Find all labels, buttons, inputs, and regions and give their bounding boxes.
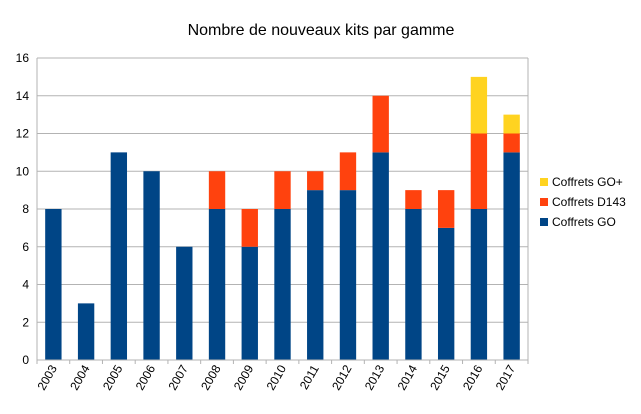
x-tick-label: 2014 (395, 362, 421, 392)
bar-segment (405, 190, 422, 209)
x-tick-label: 2003 (34, 362, 60, 392)
x-tick-label: 2013 (362, 362, 388, 392)
x-tick-label: 2005 (100, 362, 126, 392)
bars (45, 76, 520, 360)
bar-segment (307, 190, 324, 360)
bar-segment (503, 152, 520, 360)
y-tick-label: 12 (16, 127, 30, 141)
y-tick-label: 16 (16, 51, 30, 65)
bar-segment (372, 95, 389, 153)
y-tick-label: 14 (16, 89, 30, 103)
x-tick-label: 2016 (460, 362, 486, 392)
x-tick-label: 2009 (231, 362, 257, 392)
bar-segment (437, 227, 455, 360)
bar-segment (274, 209, 291, 360)
y-tick-label: 6 (22, 240, 29, 254)
bar-segment (241, 246, 258, 360)
legend-label: Coffrets GO (552, 215, 616, 229)
y-tick-label: 8 (22, 202, 29, 216)
x-tick-label: 2004 (67, 362, 93, 392)
x-tick-label: 2010 (264, 362, 290, 392)
legend-label: Coffrets D143 (552, 195, 626, 209)
x-tick-label: 2017 (493, 362, 519, 392)
y-tick-label: 2 (22, 315, 29, 329)
x-tick-label: 2015 (427, 362, 453, 392)
bar-segment (372, 152, 389, 360)
chart-title: Nombre de nouveaux kits par gamme (188, 22, 455, 39)
bar-segment (470, 76, 488, 134)
bar-segment (208, 171, 226, 209)
bar-segment (405, 209, 422, 360)
bar-segment (176, 246, 193, 360)
y-tick-label: 10 (16, 164, 30, 178)
x-tick-label: 2008 (198, 362, 224, 392)
x-tick-label: 2011 (297, 362, 322, 392)
y-tick-label: 0 (22, 353, 29, 367)
legend-label: Coffrets GO+ (552, 175, 623, 189)
bar-segment (339, 152, 357, 191)
bar-segment (339, 190, 357, 360)
bar-segment (470, 209, 488, 360)
bar-segment (470, 133, 488, 209)
bar-segment (307, 171, 324, 191)
bar-segment (503, 114, 520, 134)
y-tick-label: 4 (22, 278, 29, 292)
legend-swatch (540, 178, 548, 186)
legend-swatch (540, 198, 548, 206)
bar-segment (274, 171, 291, 209)
legend-swatch (540, 218, 548, 226)
bar-segment (208, 209, 226, 360)
bar-segment (437, 190, 455, 228)
x-tick-label: 2012 (329, 362, 355, 392)
bar-segment (110, 152, 128, 360)
legend: Coffrets GO+ Coffrets D143 Coffrets GO (540, 175, 626, 229)
bar-segment (45, 209, 62, 360)
bar-segment (77, 303, 95, 360)
x-tick-label: 2007 (165, 362, 191, 392)
x-tick-label: 2006 (133, 362, 159, 392)
bar-segment (241, 209, 258, 247)
bar-segment (503, 133, 520, 153)
bar-segment (143, 171, 160, 360)
